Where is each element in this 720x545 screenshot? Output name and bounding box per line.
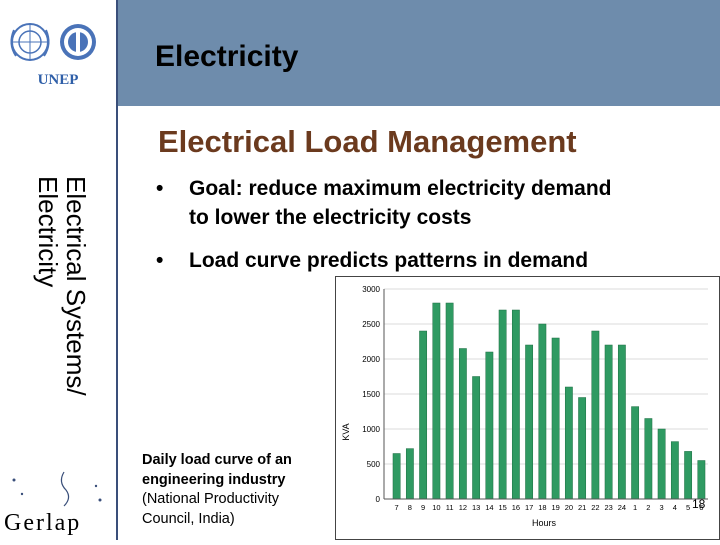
gerlap-graphic-icon — [12, 471, 102, 507]
bar-hour-20 — [564, 386, 573, 500]
x-tick-label: 2 — [646, 503, 650, 512]
caption-line2: engineering industry — [142, 471, 286, 488]
x-tick-label: 20 — [565, 503, 573, 512]
caption-line4: Council, India) — [142, 510, 235, 527]
x-tick-label: 21 — [578, 503, 586, 512]
x-tick-label: 13 — [472, 503, 480, 512]
bar-hour-17 — [525, 344, 534, 500]
x-tick-label: 11 — [446, 503, 454, 512]
bullet-text-line2: to lower the electricity costs — [189, 206, 472, 229]
bar-hour-23 — [604, 344, 613, 500]
section-label-line1: Electrical Systems/ — [61, 176, 91, 396]
bar-hour-15 — [498, 309, 507, 500]
bullet-marker: • — [156, 249, 164, 272]
bar-hour-2 — [644, 418, 653, 500]
unep-emblem-icon — [60, 24, 96, 60]
bar-hour-9 — [419, 330, 428, 500]
logo-panel: UNEP — [0, 0, 118, 106]
caption-line3: (National Productivity — [142, 491, 279, 507]
gerlap-logo: Gerlap — [0, 466, 118, 540]
x-tick-label: 5 — [686, 503, 690, 512]
x-tick-label: 9 — [421, 503, 425, 512]
x-tick-label: 14 — [485, 503, 493, 512]
bar-hour-7 — [392, 453, 401, 500]
x-tick-label: 7 — [395, 503, 399, 512]
bar-hour-12 — [458, 348, 467, 500]
bullet-marker: • — [156, 177, 164, 200]
section-label-line2: Electricity — [33, 176, 63, 288]
bar-hour-22 — [591, 330, 600, 500]
x-tick-label: 10 — [432, 503, 440, 512]
bar-hour-3 — [657, 428, 666, 500]
y-tick-label: 500 — [367, 460, 381, 469]
x-tick-label: 8 — [408, 503, 412, 512]
bar-hour-6 — [697, 460, 706, 500]
x-tick-label: 19 — [551, 503, 559, 512]
y-tick-label: 1500 — [362, 390, 380, 399]
x-tick-label: 12 — [459, 503, 467, 512]
page-number: 18 — [692, 497, 706, 511]
section-label: Electrical Systems/ Electricity — [14, 176, 110, 436]
load-curve-chart: 0 500 1000 1500 2000 2500 3000 7 8 9 10 11 12 13 14 15… — [335, 276, 720, 540]
bar-hour-4 — [670, 441, 679, 500]
chart-bars — [392, 302, 706, 500]
page-title: Electricity — [155, 40, 299, 73]
unep-logo-text: UNEP — [38, 72, 79, 88]
bar-hour-24 — [617, 344, 626, 500]
x-tick-label: 15 — [498, 503, 506, 512]
chart-caption: Daily load curve of an engineering indus… — [142, 451, 332, 529]
bullet-text-line1: Load curve predicts patterns in demand — [189, 249, 589, 272]
y-tick-label: 1000 — [362, 425, 380, 434]
bar-hour-5 — [684, 451, 693, 500]
un-emblem-icon — [10, 23, 50, 61]
x-tick-label: 24 — [618, 503, 626, 512]
bar-hour-14 — [485, 351, 494, 500]
bar-hour-13 — [472, 376, 481, 500]
bar-hour-10 — [432, 302, 441, 500]
header-bar: UNEP Electricity — [0, 0, 720, 106]
slide-subtitle: Electrical Load Management — [158, 124, 577, 159]
y-tick-label: 2000 — [362, 355, 380, 364]
caption-line1: Daily load curve of an — [142, 452, 292, 468]
x-tick-label: 6 — [699, 503, 703, 512]
bar-hour-19 — [551, 337, 560, 500]
x-tick-label: 17 — [525, 503, 533, 512]
x-axis-label: Hours — [532, 518, 557, 528]
bar-hour-18 — [538, 323, 547, 500]
y-tick-label: 2500 — [362, 320, 380, 329]
sidebar — [0, 106, 118, 540]
x-tick-label: 23 — [604, 503, 612, 512]
x-tick-label: 4 — [673, 503, 677, 512]
bar-hour-21 — [578, 397, 587, 500]
x-axis-ticks: 7 8 9 10 11 12 13 14 15 16 17 18 19 20 21 22 23 24 1 2 3 4 5 6 — [395, 503, 704, 512]
x-tick-label: 1 — [633, 503, 637, 512]
bar-hour-1 — [631, 406, 640, 500]
y-tick-label: 3000 — [362, 285, 380, 294]
x-tick-label: 16 — [512, 503, 520, 512]
y-tick-label: 0 — [376, 495, 381, 504]
x-tick-label: 18 — [538, 503, 546, 512]
x-tick-label: 22 — [591, 503, 599, 512]
y-axis-ticks: 0 500 1000 1500 2000 2500 3000 — [362, 285, 380, 504]
bar-hour-16 — [511, 309, 520, 500]
bar-hour-8 — [405, 448, 414, 500]
bar-hour-11 — [445, 302, 454, 500]
bullet-text-line1: Goal: reduce maximum electricity demand — [189, 177, 612, 200]
y-axis-label: KVA — [341, 423, 351, 440]
gerlap-logo-text: Gerlap — [4, 510, 81, 536]
x-tick-label: 3 — [660, 503, 664, 512]
